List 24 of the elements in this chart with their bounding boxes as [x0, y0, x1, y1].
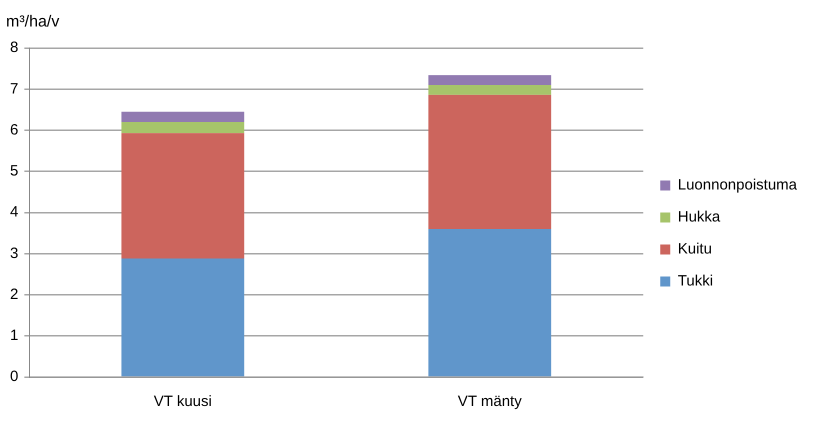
y-axis-title: m³/ha/v: [6, 13, 60, 30]
legend-label: Kuitu: [678, 240, 712, 258]
y-tick-label: 6: [10, 121, 18, 138]
legend-label: Tukki: [678, 272, 714, 290]
y-tick-label: 7: [10, 80, 18, 98]
bar: [428, 228, 552, 376]
bar: [428, 75, 552, 86]
y-tick-label: 0: [10, 368, 18, 386]
y-tick-label: 3: [10, 244, 18, 262]
bar: [121, 112, 244, 122]
x-tick-label: VT mänty: [458, 393, 522, 410]
bar: [428, 94, 552, 229]
y-tick-label: 2: [10, 286, 18, 303]
y-tick-label: 5: [10, 162, 18, 180]
bar: [121, 122, 244, 134]
bar: [428, 85, 552, 95]
y-tick-label: 8: [10, 39, 18, 56]
y-tick-label: 4: [10, 204, 18, 221]
legend-label: Hukka: [678, 208, 721, 226]
x-tick-label: VT kuusi: [154, 393, 212, 410]
legend-label: Luonnonpoistuma: [678, 176, 798, 194]
bar: [121, 258, 244, 376]
y-tick-label: 1: [10, 327, 18, 344]
bar: [121, 133, 244, 259]
